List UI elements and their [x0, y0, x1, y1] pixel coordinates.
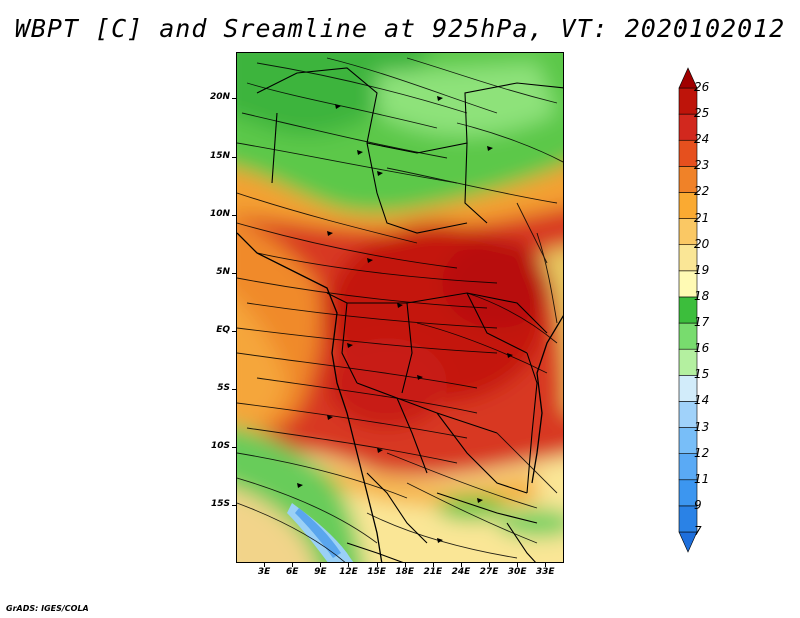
colorbar-swatch [678, 67, 698, 89]
lat-tick [232, 98, 236, 100]
lon-tick [348, 563, 350, 567]
lat-tick [232, 330, 236, 332]
map-panel [236, 52, 564, 563]
lat-tick-label: 15N [209, 150, 230, 161]
wbpt-shading [237, 53, 563, 562]
colorbar-level-label: 15 [694, 367, 710, 382]
colorbar-level-label: 25 [694, 106, 710, 121]
lon-tick-label: 18E [395, 567, 415, 577]
lat-tick [232, 272, 236, 274]
lat-tick-label: 10N [209, 208, 230, 219]
colorbar-level-label: 9 [694, 497, 702, 512]
lat-tick-label: 15S [210, 498, 230, 509]
lat-tick-label: 10S [210, 440, 230, 451]
lon-tick-label: 3E [257, 567, 271, 577]
lat-tick [232, 214, 236, 216]
lon-tick-label: 12E [339, 567, 358, 577]
lon-tick [264, 563, 266, 567]
lon-tick [320, 563, 322, 567]
colorbar-level-label: 17 [694, 315, 710, 330]
colorbar-level-label: 13 [694, 419, 710, 434]
lon-tick [517, 563, 519, 567]
lon-tick-label: 9E [314, 567, 327, 577]
colorbar-level-label: 21 [694, 210, 710, 225]
colorbar-level-label: 16 [694, 341, 710, 356]
lat-tick-label: 5S [217, 382, 230, 393]
colorbar-level-label: 24 [694, 132, 710, 147]
lon-tick-label: 15E [367, 567, 386, 577]
colorbar-level-label: 14 [694, 393, 710, 408]
lat-tick [232, 504, 236, 506]
lon-tick-label: 6E [286, 567, 299, 577]
wbpt-streamline-map [237, 53, 563, 562]
grads-credit: GrADS: IGES/COLA [6, 604, 89, 613]
lat-tick-label: EQ [216, 324, 230, 335]
lon-tick-label: 24E [451, 567, 471, 577]
lat-tick [232, 156, 236, 158]
streamline-arrows [297, 96, 513, 543]
colorbar-level-label: 18 [694, 288, 710, 303]
colorbar-level-label: 26 [694, 80, 710, 94]
country-borders [237, 67, 563, 562]
lon-tick [460, 563, 462, 567]
plot-title: WBPT [C] and Sreamline at 925hPa, VT: 20… [14, 14, 786, 43]
lon-tick-label: 21E [423, 567, 443, 577]
lon-tick [489, 563, 491, 567]
lon-tick-label: 30E [507, 567, 527, 577]
lat-tick [232, 446, 236, 448]
lon-tick-label: 33E [535, 567, 555, 577]
colorbar-level-label: 20 [694, 236, 710, 251]
lon-tick [376, 563, 378, 567]
colorbar-level-label: 12 [694, 445, 710, 460]
lon-tick-label: 27E [479, 567, 499, 577]
colorbar-level-label: 11 [694, 471, 710, 486]
lon-tick [404, 563, 406, 567]
colorbar-level-label: 22 [694, 184, 710, 199]
colorbar-level-label: 23 [694, 158, 710, 173]
lon-tick [292, 563, 294, 567]
lon-tick [545, 563, 547, 567]
colorbar [678, 67, 698, 553]
colorbar-level-label: 7 [694, 524, 702, 538]
colorbar-level-label: 19 [694, 262, 710, 277]
lon-tick [432, 563, 434, 567]
lat-tick [232, 388, 236, 390]
lat-tick-label: 20N [209, 92, 230, 103]
lat-tick-label: 5N [216, 266, 230, 277]
